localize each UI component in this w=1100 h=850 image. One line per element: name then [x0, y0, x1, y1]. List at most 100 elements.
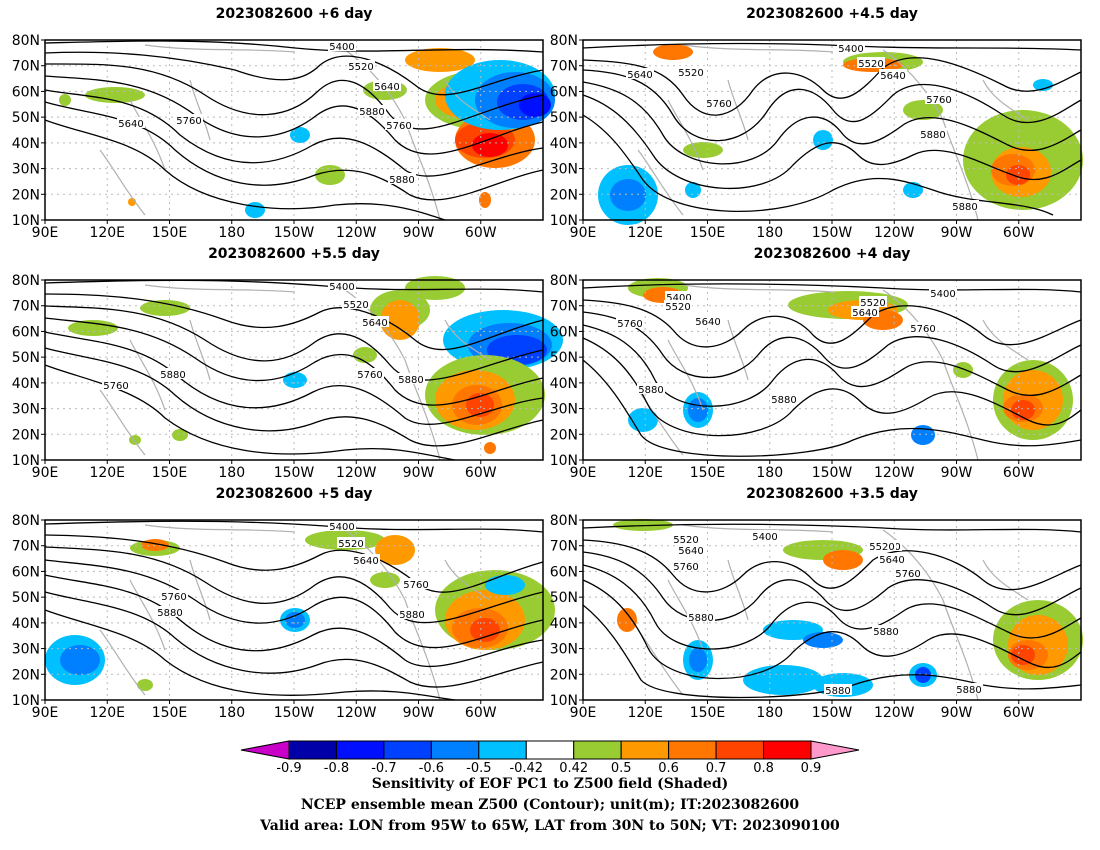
lon-tick-label: 150E	[152, 465, 188, 481]
shading-blob	[803, 632, 843, 648]
lon-tick-label: 90W	[403, 465, 435, 481]
colorbar-swatch	[383, 740, 432, 760]
contour-label-bg	[398, 608, 426, 619]
contour-line	[582, 551, 1082, 622]
contour-label: 5520	[343, 300, 368, 311]
contour-label-bg	[955, 683, 983, 694]
contour-label: 5640	[374, 82, 399, 93]
lat-tick-label: 20N	[550, 427, 578, 443]
contour-label-bg	[358, 105, 386, 116]
colorbar-swatch	[715, 740, 765, 760]
contour-line	[44, 559, 544, 649]
contour-label: 5880	[771, 395, 796, 406]
contour-line	[582, 337, 1082, 437]
shading-blob	[370, 572, 400, 588]
shading-blob	[405, 276, 465, 300]
colorbar-low-arrow	[240, 740, 290, 760]
lon-tick-label: 180	[218, 705, 245, 721]
contour-line	[582, 523, 1082, 533]
contour-label-bg	[872, 625, 900, 636]
contour-label: 5880	[873, 627, 898, 638]
colorbar-tick-label: -0.5	[466, 761, 491, 774]
lon-tick-label: 90E	[570, 225, 597, 241]
contour-label-bg	[160, 590, 188, 601]
contour-line	[582, 114, 1054, 216]
colorbar-tick-label: 0.42	[559, 761, 588, 774]
colorbar-swatch	[478, 740, 527, 760]
shading-blob	[470, 618, 500, 642]
lat-tick-label: 20N	[550, 667, 578, 683]
gridlines	[583, 40, 1081, 220]
contour-line	[582, 579, 1082, 680]
contour-label: 5520	[860, 298, 885, 309]
lat-tick-label: 50N	[550, 590, 578, 606]
lon-tick-label: 120W	[874, 465, 915, 481]
contour-label-bg	[175, 114, 203, 125]
colorbar-swatch	[763, 740, 812, 760]
contour-line	[44, 63, 544, 130]
coastlines	[99, 284, 491, 461]
lon-tick-label: 120W	[336, 705, 377, 721]
contour-label: 5760	[103, 381, 128, 392]
lat-tick-label: 30N	[12, 642, 40, 658]
contour-line	[582, 324, 1082, 407]
lon-tick-label: 120W	[336, 465, 377, 481]
lat-tick-label: 50N	[12, 350, 40, 366]
lon-tick-label: 180	[756, 225, 783, 241]
gridlines	[583, 280, 1081, 460]
contour-label: 5640	[627, 70, 652, 81]
contour-label-bg	[665, 291, 693, 302]
contour-label: 5520	[348, 62, 373, 73]
contour-label: 5880	[920, 130, 945, 141]
lon-tick-label: 150E	[690, 705, 726, 721]
shading-blob	[484, 442, 496, 454]
contour-label-bg	[824, 684, 852, 695]
colorbar-tick-label: -0.42	[509, 761, 543, 774]
lat-tick-label: 60N	[12, 324, 40, 340]
contour-label-bg	[705, 97, 733, 108]
lon-tick-label: 90W	[941, 225, 973, 241]
contour-label-bg	[356, 368, 384, 379]
contour-label-bg	[925, 93, 953, 104]
contour-label-bg	[694, 315, 722, 326]
lat-tick-label: 80N	[12, 273, 40, 289]
lon-tick-label: 150E	[152, 705, 188, 721]
shading-blob	[68, 320, 118, 336]
colorbar-swatch	[335, 740, 385, 760]
colorbar-swatch	[668, 740, 717, 760]
contour-label-bg	[837, 42, 865, 53]
lon-tick-label: 120E	[627, 705, 663, 721]
lat-tick-label: 10N	[12, 693, 40, 709]
lat-tick-label: 10N	[12, 453, 40, 469]
lat-tick-label: 30N	[12, 402, 40, 418]
lon-tick-label: 150E	[690, 465, 726, 481]
contour-label-bg	[637, 383, 665, 394]
shading-blob	[953, 362, 973, 378]
contour-label: 5880	[398, 375, 423, 386]
lon-tick-label: 60W	[1003, 225, 1035, 241]
lat-tick-label: 80N	[550, 273, 578, 289]
contour-line	[582, 283, 1082, 293]
colorbar-swatch	[525, 740, 575, 760]
contour-label: 5640	[879, 555, 904, 566]
lat-tick-label: 60N	[550, 324, 578, 340]
contour-line	[582, 94, 1082, 190]
lat-tick-label: 50N	[550, 110, 578, 126]
colorbar-tick-label: -0.9	[276, 761, 301, 774]
lat-tick-label: 10N	[550, 453, 578, 469]
lon-tick-label: 150W	[812, 225, 853, 241]
shading-blob	[137, 679, 153, 691]
contour-label-bg	[616, 317, 644, 328]
contour-label: 5880	[638, 385, 663, 396]
contour-line	[44, 574, 544, 668]
contour-label-bg	[156, 606, 184, 617]
contour-line	[44, 317, 544, 406]
lat-tick-label: 20N	[12, 427, 40, 443]
contour-line	[44, 534, 544, 593]
contour-label: 5520	[678, 68, 703, 79]
map-panel: 5400 5520 5640 5760 5760 5880 5880 80N 70N 60N 50N…	[12, 513, 555, 721]
lon-tick-label: 120W	[336, 225, 377, 241]
contour-label-bg	[868, 540, 896, 551]
shading-blob	[688, 398, 708, 422]
lat-tick-label: 70N	[12, 539, 40, 555]
